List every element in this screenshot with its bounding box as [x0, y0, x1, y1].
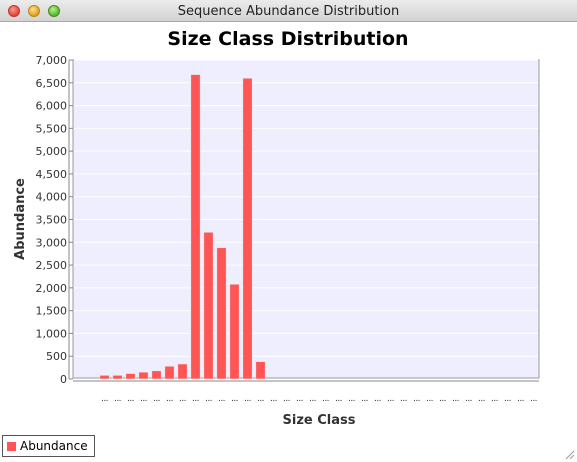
- x-tick-label: ...: [140, 394, 147, 404]
- x-tick-label: ...: [439, 394, 446, 404]
- bar: [190, 74, 201, 380]
- y-tick-label: 1,500: [36, 305, 68, 318]
- bar: [203, 231, 214, 380]
- minimize-window-button[interactable]: [28, 5, 40, 17]
- bar: [216, 247, 227, 380]
- chart-legend: Abundance: [2, 435, 95, 457]
- bar: [255, 361, 266, 380]
- x-tick-label: ...: [478, 394, 485, 404]
- x-tick-label: ...: [192, 394, 199, 404]
- bar: [138, 371, 149, 380]
- bar: [164, 365, 175, 380]
- x-tick-label: ...: [283, 394, 290, 404]
- x-tick-label: ...: [257, 394, 264, 404]
- y-tick-label: 5,500: [36, 122, 68, 135]
- y-tick-label: 500: [46, 350, 67, 363]
- bar: [242, 77, 253, 380]
- x-tick-label: ...: [530, 394, 537, 404]
- x-tick-label: ...: [153, 394, 160, 404]
- window-title: Sequence Abundance Distribution: [177, 4, 400, 19]
- y-tick-label: 1,000: [36, 327, 68, 340]
- x-tick-label: ...: [218, 394, 225, 404]
- x-tick-label: ...: [166, 394, 173, 404]
- legend-label-abundance: Abundance: [20, 439, 88, 453]
- x-tick-label: ...: [426, 394, 433, 404]
- y-tick-label: 5,000: [36, 145, 68, 158]
- y-tick-label: 0: [60, 373, 67, 386]
- y-axis-label: Abundance: [13, 178, 28, 260]
- x-tick-label: ...: [348, 394, 355, 404]
- x-tick-label: ...: [517, 394, 524, 404]
- x-tick-label: ...: [400, 394, 407, 404]
- x-tick-label: ...: [244, 394, 251, 404]
- y-tick-label: 4,500: [36, 168, 68, 181]
- bar: [125, 373, 136, 380]
- window-titlebar: Sequence Abundance Distribution: [0, 0, 577, 22]
- chart-title: Size Class Distribution: [167, 28, 408, 50]
- legend-swatch-abundance: [7, 441, 16, 451]
- y-tick-label: 7,000: [36, 54, 68, 67]
- x-tick-label: ...: [361, 394, 368, 404]
- y-tick-label: 3,000: [36, 236, 68, 249]
- bar: [99, 375, 110, 380]
- x-tick-label: ...: [387, 394, 394, 404]
- bar: [177, 363, 188, 380]
- y-tick-label: 6,000: [36, 100, 68, 113]
- y-tick-label: 4,000: [36, 191, 68, 204]
- close-window-button[interactable]: [8, 5, 20, 17]
- x-tick-label: ...: [322, 394, 329, 404]
- y-tick-label: 6,500: [36, 77, 68, 90]
- y-tick-label: 2,500: [36, 259, 68, 272]
- x-tick-labels: ........................................…: [101, 394, 538, 404]
- bar: [151, 370, 162, 380]
- x-tick-label: ...: [205, 394, 212, 404]
- x-tick-label: ...: [296, 394, 303, 404]
- x-tick-label: ...: [179, 394, 186, 404]
- x-tick-label: ...: [231, 394, 238, 404]
- resize-grip-icon[interactable]: [563, 448, 575, 460]
- zoom-window-button[interactable]: [48, 5, 60, 17]
- x-tick-label: ...: [127, 394, 134, 404]
- y-axis: 0 500 1,000 1,500 2,000 2,500 3,000 3,500 4,000 4…: [36, 54, 73, 386]
- x-tick-label: ...: [465, 394, 472, 404]
- x-tick-label: ...: [335, 394, 342, 404]
- x-tick-label: ...: [413, 394, 420, 404]
- gridlines: [74, 59, 538, 357]
- x-tick-label: ...: [452, 394, 459, 404]
- bar: [229, 283, 240, 380]
- y-tick-label: 2,000: [36, 282, 68, 295]
- bar-chart: Size Class Distribution 0 500 1,000 1,500 2,…: [13, 28, 540, 428]
- x-tick-label: ...: [270, 394, 277, 404]
- x-tick-label: ...: [309, 394, 316, 404]
- bars: [99, 74, 266, 380]
- y-tick-label: 3,500: [36, 214, 68, 227]
- bar: [112, 375, 123, 380]
- x-axis-label: Size Class: [283, 413, 356, 428]
- x-tick-label: ...: [491, 394, 498, 404]
- x-tick-label: ...: [504, 394, 511, 404]
- x-tick-label: ...: [114, 394, 121, 404]
- x-tick-label: ...: [101, 394, 108, 404]
- x-tick-label: ...: [374, 394, 381, 404]
